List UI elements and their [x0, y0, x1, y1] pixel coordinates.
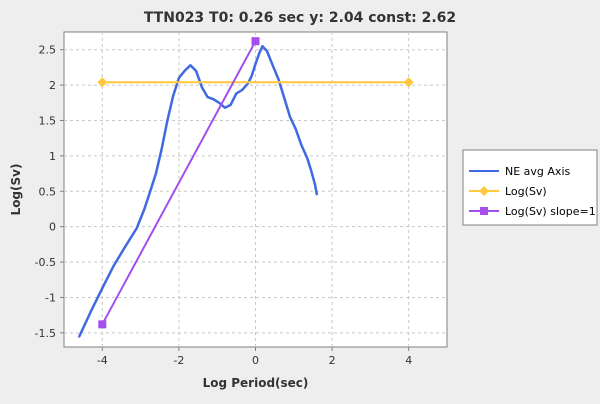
x-tick-label: -2 — [173, 354, 184, 367]
series-log-sv-point — [97, 77, 108, 88]
legend-ne-avg-axis-label: NE avg Axis — [505, 165, 570, 178]
chart-title: TTN023 T0: 0.26 sec y: 2.04 const: 2.62 — [144, 10, 456, 26]
y-tick-label: 2 — [49, 79, 56, 92]
series-log-sv-slope-1-point — [98, 320, 107, 329]
series-log-sv-point — [403, 77, 414, 88]
series-log-sv-slope-1-point — [251, 37, 260, 46]
legend-log-sv-slope-1-label: Log(Sv) slope=1 — [505, 205, 596, 218]
y-tick-label: -1.5 — [35, 327, 56, 340]
legend-log-sv-slope-1-marker — [480, 207, 488, 215]
y-axis-label: Log(Sv) — [9, 164, 23, 216]
series-log-sv-slope-1-line — [101, 40, 257, 326]
series-layer — [78, 37, 414, 338]
tick-labels: -4 -2 0 2 4 -1.5 -1 -0.5 0 0.5 1 1.5 2 2.5 — [35, 44, 413, 367]
y-tick-label: 2.5 — [39, 44, 57, 57]
legend-log-sv-marker — [479, 186, 489, 196]
legend: NE avg Axis Log(Sv) Log(Sv) slope=1 — [462, 149, 598, 226]
x-tick-label: 4 — [405, 354, 412, 367]
series-ne-avg-axis-line — [78, 44, 319, 338]
y-tick-label: 1 — [49, 150, 56, 163]
legend-log-sv-label: Log(Sv) — [505, 185, 547, 198]
y-tick-label: 0 — [49, 221, 56, 234]
y-tick-label: -1 — [45, 291, 56, 304]
y-tick-label: 1.5 — [39, 114, 57, 127]
y-tick-label: 0.5 — [39, 185, 57, 198]
grid-lines — [64, 32, 447, 347]
y-tick-label: -0.5 — [35, 256, 56, 269]
x-axis-label: Log Period(sec) — [203, 376, 309, 390]
x-tick-label: -4 — [97, 354, 108, 367]
x-tick-label: 0 — [252, 354, 259, 367]
x-tick-label: 2 — [329, 354, 336, 367]
